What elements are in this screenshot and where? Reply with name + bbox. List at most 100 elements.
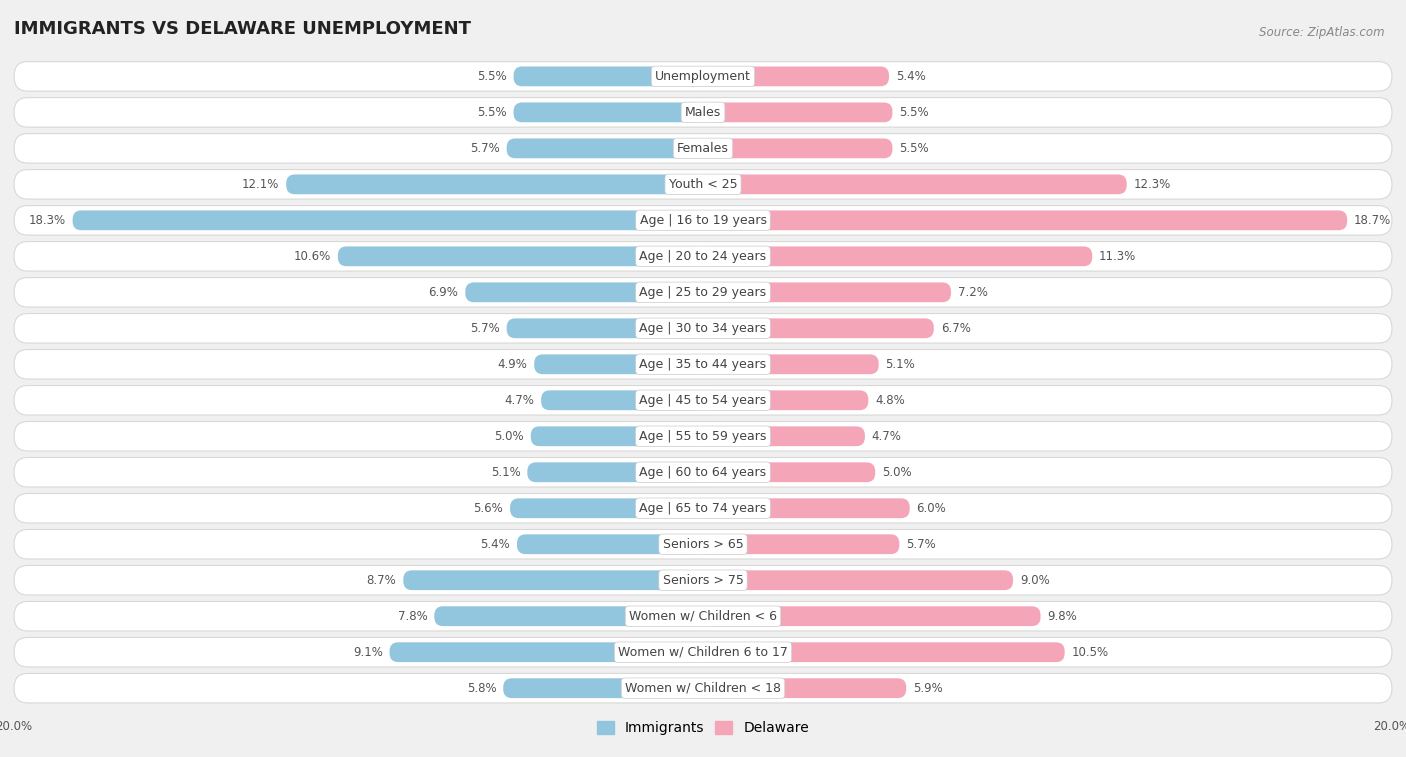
- Text: 5.6%: 5.6%: [474, 502, 503, 515]
- Text: 18.3%: 18.3%: [28, 213, 66, 227]
- Text: Age | 35 to 44 years: Age | 35 to 44 years: [640, 358, 766, 371]
- Text: 5.5%: 5.5%: [900, 142, 929, 155]
- Text: 9.1%: 9.1%: [353, 646, 382, 659]
- FancyBboxPatch shape: [14, 241, 1392, 271]
- FancyBboxPatch shape: [703, 426, 865, 446]
- Text: 7.8%: 7.8%: [398, 609, 427, 623]
- FancyBboxPatch shape: [14, 170, 1392, 199]
- FancyBboxPatch shape: [703, 174, 1126, 195]
- Text: 5.7%: 5.7%: [470, 142, 499, 155]
- FancyBboxPatch shape: [14, 133, 1392, 163]
- Text: 5.9%: 5.9%: [912, 682, 943, 695]
- FancyBboxPatch shape: [703, 642, 1064, 662]
- FancyBboxPatch shape: [513, 102, 703, 123]
- Text: 11.3%: 11.3%: [1099, 250, 1136, 263]
- FancyBboxPatch shape: [14, 350, 1392, 379]
- Text: 5.1%: 5.1%: [491, 466, 520, 478]
- Text: 5.8%: 5.8%: [467, 682, 496, 695]
- Text: 6.0%: 6.0%: [917, 502, 946, 515]
- Text: Age | 65 to 74 years: Age | 65 to 74 years: [640, 502, 766, 515]
- FancyBboxPatch shape: [513, 67, 703, 86]
- Text: 12.3%: 12.3%: [1133, 178, 1171, 191]
- Text: Age | 55 to 59 years: Age | 55 to 59 years: [640, 430, 766, 443]
- FancyBboxPatch shape: [14, 529, 1392, 559]
- Text: 18.7%: 18.7%: [1354, 213, 1392, 227]
- FancyBboxPatch shape: [434, 606, 703, 626]
- Text: 12.1%: 12.1%: [242, 178, 280, 191]
- FancyBboxPatch shape: [14, 637, 1392, 667]
- Text: 5.5%: 5.5%: [900, 106, 929, 119]
- FancyBboxPatch shape: [703, 498, 910, 518]
- FancyBboxPatch shape: [404, 570, 703, 590]
- Text: 5.4%: 5.4%: [481, 537, 510, 551]
- Text: Age | 25 to 29 years: Age | 25 to 29 years: [640, 286, 766, 299]
- FancyBboxPatch shape: [703, 354, 879, 374]
- FancyBboxPatch shape: [14, 385, 1392, 415]
- FancyBboxPatch shape: [703, 678, 907, 698]
- Text: 4.8%: 4.8%: [875, 394, 905, 407]
- FancyBboxPatch shape: [517, 534, 703, 554]
- FancyBboxPatch shape: [703, 139, 893, 158]
- Text: 5.7%: 5.7%: [470, 322, 499, 335]
- Text: Females: Females: [678, 142, 728, 155]
- Text: Women w/ Children < 18: Women w/ Children < 18: [626, 682, 780, 695]
- Text: 5.1%: 5.1%: [886, 358, 915, 371]
- Text: Seniors > 75: Seniors > 75: [662, 574, 744, 587]
- FancyBboxPatch shape: [14, 565, 1392, 595]
- Text: 5.4%: 5.4%: [896, 70, 925, 83]
- Text: 5.7%: 5.7%: [907, 537, 936, 551]
- Text: 5.0%: 5.0%: [882, 466, 911, 478]
- FancyBboxPatch shape: [73, 210, 703, 230]
- Text: Seniors > 65: Seniors > 65: [662, 537, 744, 551]
- Text: 8.7%: 8.7%: [367, 574, 396, 587]
- Text: Youth < 25: Youth < 25: [669, 178, 737, 191]
- FancyBboxPatch shape: [465, 282, 703, 302]
- Text: 10.6%: 10.6%: [294, 250, 330, 263]
- FancyBboxPatch shape: [14, 98, 1392, 127]
- FancyBboxPatch shape: [14, 457, 1392, 487]
- Text: Age | 45 to 54 years: Age | 45 to 54 years: [640, 394, 766, 407]
- Text: Unemployment: Unemployment: [655, 70, 751, 83]
- Text: Age | 16 to 19 years: Age | 16 to 19 years: [640, 213, 766, 227]
- FancyBboxPatch shape: [703, 319, 934, 338]
- FancyBboxPatch shape: [14, 313, 1392, 343]
- Text: 6.9%: 6.9%: [429, 286, 458, 299]
- FancyBboxPatch shape: [337, 247, 703, 266]
- FancyBboxPatch shape: [510, 498, 703, 518]
- Legend: Immigrants, Delaware: Immigrants, Delaware: [592, 716, 814, 741]
- FancyBboxPatch shape: [703, 570, 1012, 590]
- FancyBboxPatch shape: [703, 534, 900, 554]
- Text: 5.0%: 5.0%: [495, 430, 524, 443]
- FancyBboxPatch shape: [703, 606, 1040, 626]
- Text: 5.5%: 5.5%: [477, 106, 506, 119]
- Text: 6.7%: 6.7%: [941, 322, 970, 335]
- FancyBboxPatch shape: [703, 391, 869, 410]
- FancyBboxPatch shape: [14, 422, 1392, 451]
- FancyBboxPatch shape: [14, 674, 1392, 703]
- Text: Source: ZipAtlas.com: Source: ZipAtlas.com: [1260, 26, 1385, 39]
- Text: Age | 20 to 24 years: Age | 20 to 24 years: [640, 250, 766, 263]
- Text: IMMIGRANTS VS DELAWARE UNEMPLOYMENT: IMMIGRANTS VS DELAWARE UNEMPLOYMENT: [14, 20, 471, 38]
- FancyBboxPatch shape: [703, 282, 950, 302]
- FancyBboxPatch shape: [14, 602, 1392, 631]
- Text: 4.9%: 4.9%: [498, 358, 527, 371]
- FancyBboxPatch shape: [703, 463, 875, 482]
- Text: 9.8%: 9.8%: [1047, 609, 1077, 623]
- Text: 7.2%: 7.2%: [957, 286, 988, 299]
- FancyBboxPatch shape: [703, 210, 1347, 230]
- Text: 10.5%: 10.5%: [1071, 646, 1109, 659]
- Text: 4.7%: 4.7%: [505, 394, 534, 407]
- FancyBboxPatch shape: [531, 426, 703, 446]
- FancyBboxPatch shape: [503, 678, 703, 698]
- FancyBboxPatch shape: [703, 247, 1092, 266]
- FancyBboxPatch shape: [534, 354, 703, 374]
- FancyBboxPatch shape: [541, 391, 703, 410]
- FancyBboxPatch shape: [389, 642, 703, 662]
- Text: Age | 60 to 64 years: Age | 60 to 64 years: [640, 466, 766, 478]
- Text: 5.5%: 5.5%: [477, 70, 506, 83]
- FancyBboxPatch shape: [703, 102, 893, 123]
- Text: 9.0%: 9.0%: [1019, 574, 1050, 587]
- FancyBboxPatch shape: [14, 206, 1392, 235]
- Text: 4.7%: 4.7%: [872, 430, 901, 443]
- FancyBboxPatch shape: [703, 67, 889, 86]
